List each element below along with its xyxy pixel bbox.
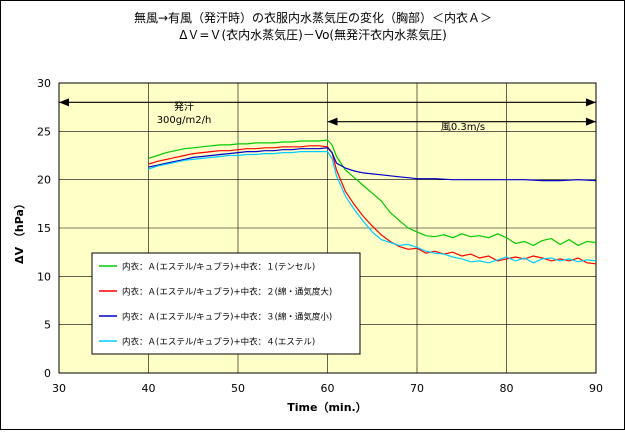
y-tick-label: 5 <box>44 319 51 332</box>
y-tick-label: 25 <box>37 125 51 138</box>
y-tick-label: 0 <box>44 367 51 380</box>
sweat-label: 発汗 <box>174 100 194 113</box>
x-tick-label: 60 <box>321 382 335 395</box>
legend-entry-4: 内衣：Ａ(エステル/キュプラ)+中衣：４(エステル) <box>122 337 315 348</box>
y-tick-label: 10 <box>37 270 51 283</box>
x-tick-label: 90 <box>589 382 603 395</box>
tick-labels: 0 5 10 15 20 25 30 30 40 50 60 70 80 90 <box>37 77 603 395</box>
legend-entry-2: 内衣：Ａ(エステル/キュプラ)+中衣：２(綿・通気度大) <box>122 287 332 298</box>
x-tick-label: 50 <box>231 382 245 395</box>
series-line-3 <box>148 147 597 182</box>
legend: 内衣：Ａ(エステル/キュプラ)+中衣：１(テンセル) 内衣：Ａ(エステル/キュプラ… <box>91 252 361 355</box>
x-axis-label: Time（min.） <box>287 401 366 414</box>
x-tick-label: 40 <box>142 382 156 395</box>
chart-title-line2: ΔＶ=Ｖ(衣内水蒸気圧)－Vo(無発汗衣内水蒸気圧) <box>179 27 447 42</box>
legend-entry-1: 内衣：Ａ(エステル/キュプラ)+中衣：１(テンセル) <box>122 262 315 273</box>
wind-label: 風0.3m/s <box>441 121 485 133</box>
y-axis-label: ΔV （hPa） <box>13 198 26 264</box>
legend-box <box>91 252 361 355</box>
series-lines <box>148 139 597 265</box>
x-tick-label: 30 <box>52 382 66 395</box>
sweat-rate-label: 300g/m2/h <box>157 115 212 126</box>
x-tick-label: 70 <box>410 382 424 395</box>
legend-entry-3: 内衣：Ａ(エステル/キュプラ)+中衣：３(綿・通気度小) <box>122 312 332 323</box>
series-line-4 <box>148 151 597 264</box>
series-line-2 <box>148 145 597 265</box>
series-line-1 <box>148 139 597 247</box>
y-tick-label: 20 <box>37 174 51 187</box>
chart-title-line1: 無風→有風（発汗時）の衣服内水蒸気圧の変化（胸部）＜内衣Ａ＞ <box>134 10 492 25</box>
annotations: 発汗 300g/m2/h 風0.3m/s <box>59 98 596 133</box>
x-tick-label: 80 <box>500 382 514 395</box>
y-tick-label: 15 <box>37 222 51 235</box>
y-tick-label: 30 <box>37 77 51 90</box>
